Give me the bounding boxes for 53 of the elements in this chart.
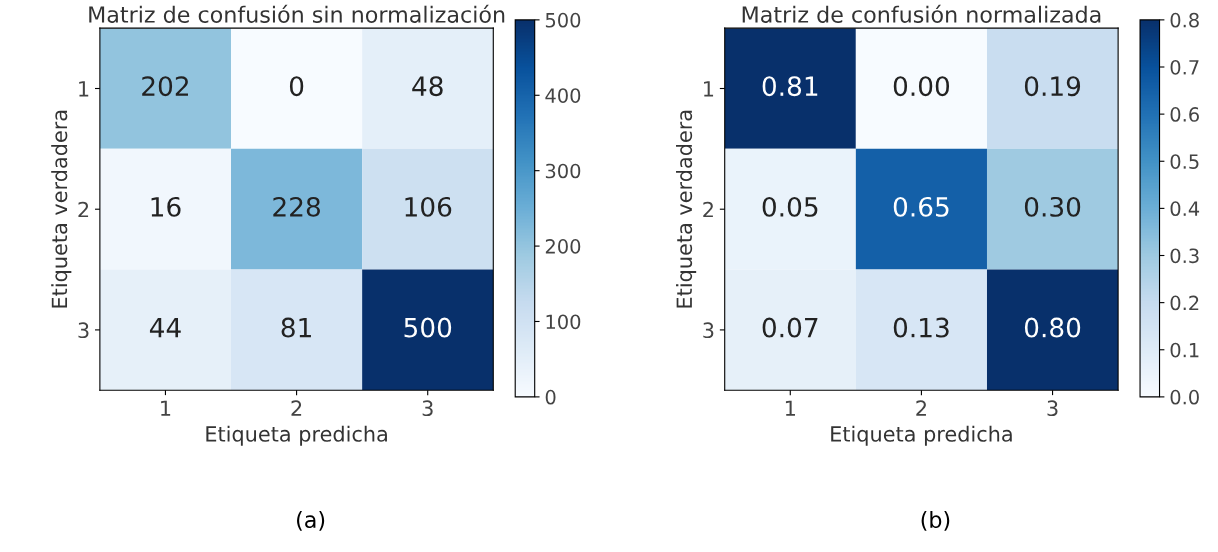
color-bar-label: 0.2 xyxy=(1170,295,1199,311)
color-bar-label: 0.3 xyxy=(1170,248,1199,264)
color-bar-label: 300 xyxy=(545,163,581,179)
y-axis-title: Etiqueta verdadera xyxy=(676,110,697,308)
data-label: 0.30 xyxy=(1024,196,1081,217)
data-label: 44 xyxy=(149,317,181,338)
data-label: 48 xyxy=(412,76,443,97)
x-tick-label: 3 xyxy=(422,400,433,417)
x-tick-label: 1 xyxy=(161,400,171,416)
data-label: 0.07 xyxy=(762,317,818,338)
chart-title: Matriz de confusión normalizada xyxy=(742,4,1101,23)
x-axis-title: Etiqueta predicha xyxy=(831,425,1012,446)
x-tick-label: 2 xyxy=(291,400,302,416)
chart-title: Matriz de confusión sin normalización xyxy=(89,4,505,23)
x-tick-label: 3 xyxy=(1047,400,1058,417)
data-label: 0.65 xyxy=(893,196,949,217)
color-bar-label: 0.7 xyxy=(1170,59,1199,75)
color-bar-label: 0.1 xyxy=(1170,342,1199,358)
text: (a) xyxy=(297,510,325,531)
data-label: 0.13 xyxy=(893,317,949,338)
data-label: 0.00 xyxy=(893,76,950,97)
y-tick-label: 3 xyxy=(78,322,89,339)
y-axis-title: Etiqueta verdadera xyxy=(51,110,72,308)
y-tick-label: 1 xyxy=(79,81,89,97)
color-bar-label: 100 xyxy=(546,314,581,330)
color-bar-label: 500 xyxy=(545,12,581,28)
color-bar-label: 0.5 xyxy=(1170,154,1199,169)
color-bar-label: 0.6 xyxy=(1170,107,1199,122)
data-label: 106 xyxy=(405,196,452,217)
text: (b) xyxy=(921,510,950,531)
data-label: 0 xyxy=(289,76,304,97)
y-tick-label: 3 xyxy=(703,322,714,339)
data-label: 16 xyxy=(151,196,181,217)
data-label: 500 xyxy=(404,317,452,338)
data-label: 0.80 xyxy=(1024,317,1081,338)
color-bar-label: 0.0 xyxy=(1170,389,1199,405)
x-axis-title: Etiqueta predicha xyxy=(206,425,387,446)
y-tick-label: 2 xyxy=(703,201,713,218)
y-tick-label: 1 xyxy=(704,81,714,97)
x-tick-label: 2 xyxy=(916,400,926,416)
data-label: 0.81 xyxy=(762,76,818,97)
data-label: 81 xyxy=(281,317,311,338)
color-bar-label: 200 xyxy=(545,239,581,254)
color-bar-label: 0.8 xyxy=(1170,12,1199,28)
x-tick-label: 1 xyxy=(785,400,795,416)
data-label: 228 xyxy=(273,196,320,217)
y-tick-label: 2 xyxy=(78,201,89,218)
data-label: 0.19 xyxy=(1024,76,1081,97)
data-label: 0.05 xyxy=(762,196,818,217)
color-bar-label: 400 xyxy=(545,88,581,103)
color-bar-label: 0.4 xyxy=(1170,201,1200,217)
color-bar-label: 0 xyxy=(545,389,556,405)
data-label: 202 xyxy=(142,76,188,97)
